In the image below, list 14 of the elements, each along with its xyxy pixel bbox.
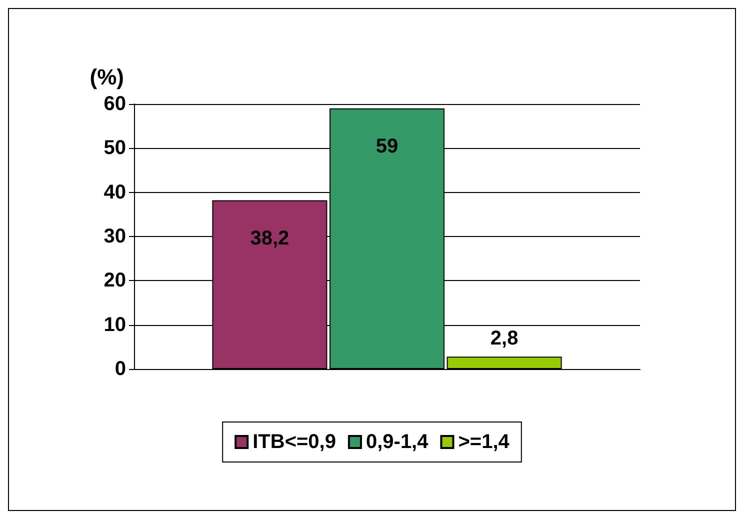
y-tick-label: 30 <box>104 226 126 248</box>
legend-label: ITB<=0,9 <box>252 431 336 453</box>
data-label: 59 <box>376 135 398 158</box>
data-label: 38,2 <box>250 227 290 250</box>
y-axis-title: (%) <box>90 64 124 90</box>
legend-label: 0,9-1,4 <box>366 431 430 453</box>
y-tick-label: 10 <box>104 314 126 336</box>
y-tick-label: 60 <box>104 93 126 115</box>
y-tick-label: 40 <box>104 181 126 204</box>
y-tick-label: 20 <box>104 270 126 292</box>
legend-label: >=1,4 <box>458 431 510 453</box>
y-tick-label: 50 <box>104 137 126 160</box>
y-tick-label: 0 <box>114 358 126 380</box>
data-label: 2,8 <box>490 328 518 350</box>
